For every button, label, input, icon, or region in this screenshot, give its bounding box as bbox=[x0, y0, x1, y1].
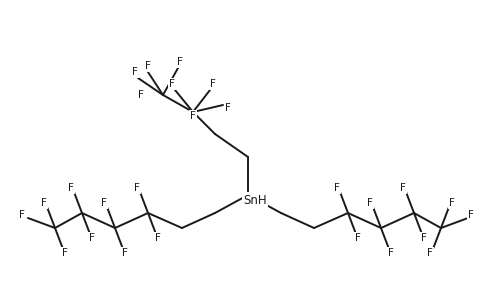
Text: F: F bbox=[355, 233, 361, 243]
Text: F: F bbox=[190, 111, 196, 121]
Text: F: F bbox=[177, 57, 183, 67]
Text: F: F bbox=[210, 79, 216, 89]
Text: F: F bbox=[101, 198, 107, 208]
Text: F: F bbox=[468, 210, 474, 220]
Text: F: F bbox=[449, 198, 455, 208]
Text: F: F bbox=[62, 248, 68, 258]
Text: F: F bbox=[122, 248, 128, 258]
Text: F: F bbox=[388, 248, 394, 258]
Text: F: F bbox=[132, 67, 138, 77]
Text: F: F bbox=[367, 198, 373, 208]
Text: F: F bbox=[41, 198, 47, 208]
Text: F: F bbox=[155, 233, 161, 243]
Text: SnH: SnH bbox=[243, 194, 267, 206]
Text: F: F bbox=[225, 103, 231, 113]
Text: F: F bbox=[68, 183, 74, 193]
Text: F: F bbox=[421, 233, 427, 243]
Text: F: F bbox=[134, 183, 140, 193]
Text: F: F bbox=[427, 248, 433, 258]
Text: F: F bbox=[145, 61, 151, 71]
Text: F: F bbox=[89, 233, 95, 243]
Text: F: F bbox=[138, 90, 144, 100]
Text: F: F bbox=[334, 183, 340, 193]
Text: F: F bbox=[400, 183, 406, 193]
Text: F: F bbox=[19, 210, 25, 220]
Text: F: F bbox=[169, 79, 175, 89]
